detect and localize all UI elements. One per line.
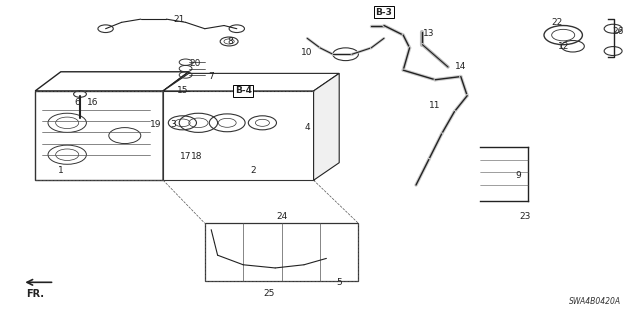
Text: 13: 13 — [423, 29, 435, 38]
Text: 8: 8 — [228, 37, 233, 46]
Text: 5: 5 — [337, 278, 342, 287]
Text: 4: 4 — [305, 123, 310, 132]
Text: 18: 18 — [191, 152, 203, 161]
Text: 25: 25 — [263, 289, 275, 298]
Polygon shape — [35, 72, 189, 91]
Text: FR.: FR. — [26, 289, 44, 299]
Text: 23: 23 — [519, 212, 531, 221]
Text: 3: 3 — [170, 120, 175, 129]
Bar — [205, 223, 358, 281]
Text: SWA4B0420A: SWA4B0420A — [569, 297, 621, 306]
Text: 9: 9 — [516, 171, 521, 180]
Text: 11: 11 — [429, 101, 441, 110]
Text: 21: 21 — [173, 15, 185, 24]
Bar — [35, 91, 163, 180]
Text: 17: 17 — [180, 152, 191, 161]
Text: 14: 14 — [455, 63, 467, 71]
Text: B-4: B-4 — [235, 86, 252, 95]
Text: 12: 12 — [557, 42, 569, 51]
Polygon shape — [314, 73, 339, 180]
Text: 2: 2 — [250, 166, 255, 175]
Text: 6: 6 — [74, 98, 79, 107]
Text: 15: 15 — [177, 86, 188, 95]
Polygon shape — [163, 73, 339, 91]
Text: 24: 24 — [276, 212, 287, 221]
Text: 20: 20 — [189, 59, 201, 68]
Text: 1: 1 — [58, 166, 63, 175]
Text: 19: 19 — [150, 120, 161, 129]
Text: 26: 26 — [612, 27, 623, 36]
Text: 22: 22 — [551, 18, 563, 27]
Text: 16: 16 — [87, 98, 99, 107]
Bar — [163, 91, 314, 180]
Text: 7: 7 — [209, 72, 214, 81]
Text: B-3: B-3 — [376, 8, 392, 17]
Text: 10: 10 — [301, 48, 313, 57]
Polygon shape — [163, 72, 189, 180]
